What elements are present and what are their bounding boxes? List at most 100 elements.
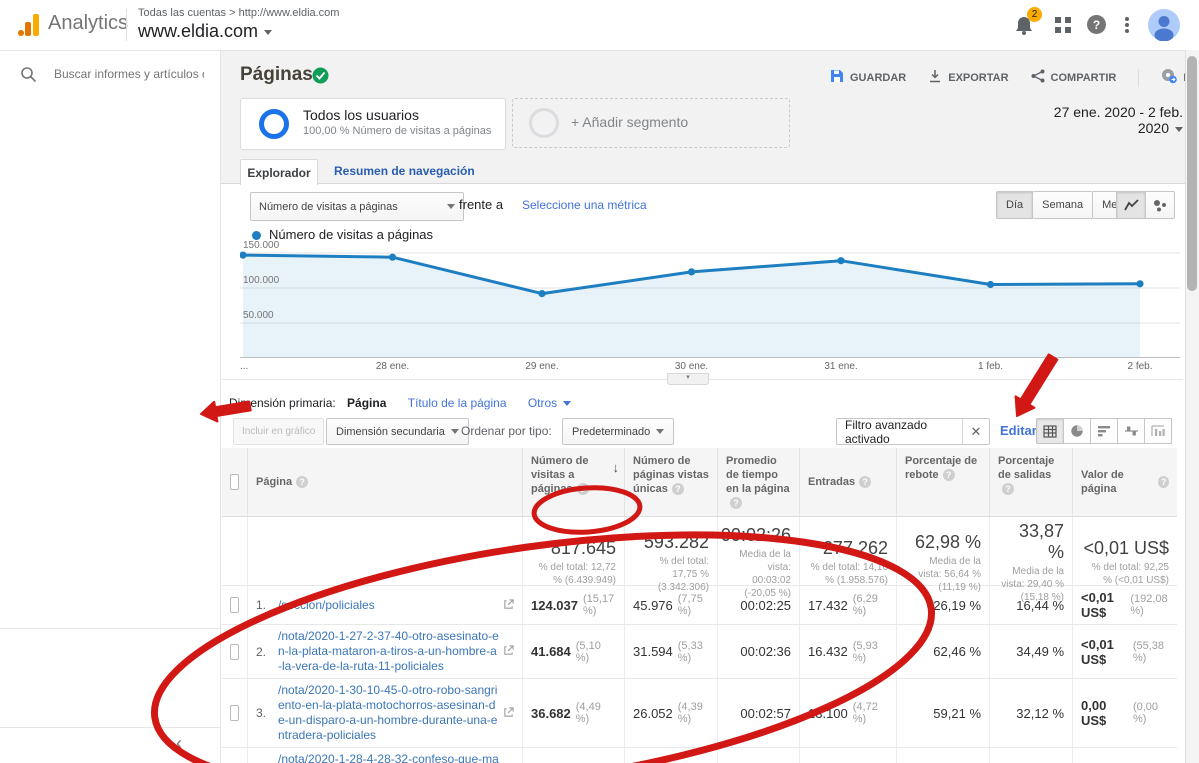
row-checkbox[interactable] (230, 597, 239, 613)
col-header-salidas[interactable]: Porcentaje de salidas? (990, 448, 1073, 516)
apps-grid-icon[interactable] (1054, 16, 1076, 38)
metric-selector-dropdown[interactable]: Número de visitas a páginas (250, 192, 464, 221)
breadcrumb: Todas las cuentas > http://www.eldia.com (138, 7, 340, 19)
help-circle-icon[interactable]: ? (671, 483, 684, 495)
col-header-entradas[interactable]: Entradas? (800, 448, 897, 516)
bounce-rate-cell: 62,46 % (897, 625, 990, 678)
avatar[interactable] (1148, 9, 1180, 46)
close-icon[interactable]: ✕ (962, 419, 989, 444)
sidebar-divider (0, 727, 220, 728)
compartir-button[interactable]: COMPARTIR (1031, 69, 1116, 86)
semana-button[interactable]: Semana (1033, 191, 1094, 219)
row-select-cell (222, 679, 248, 747)
col-header-time[interactable]: Promedio de tiempo en la página? (718, 448, 800, 516)
page-link[interactable]: /nota/2020-1-28-4-28-32-confeso-que-mato… (278, 752, 499, 763)
dia-button[interactable]: Día (996, 191, 1034, 219)
share-icon (1031, 69, 1045, 86)
col-header-pagina[interactable]: Página? (248, 448, 523, 516)
add-segment-radio-icon (529, 108, 559, 138)
col-header-unique[interactable]: Número de páginas vistas únicas? (625, 448, 718, 516)
cell-value: 124.037 (531, 597, 578, 613)
help-circle-icon[interactable]: ? (296, 476, 309, 488)
external-link-icon[interactable] (503, 598, 514, 613)
dimension-pagina[interactable]: Página (347, 396, 387, 410)
x-axis-tick-label: 31 ene. (824, 361, 858, 372)
page-link[interactable]: /nota/2020-1-27-2-37-40-otro-asesinato-e… (278, 629, 499, 673)
sidebar-divider (0, 628, 220, 629)
page-link[interactable]: /nota/2020-1-30-10-45-0-otro-robo-sangri… (278, 683, 498, 742)
performance-view-icon[interactable] (1091, 418, 1118, 444)
analytics-logo-icon[interactable] (16, 12, 42, 38)
row-checkbox[interactable] (230, 643, 239, 660)
external-link-icon[interactable] (503, 706, 514, 721)
dimension-secundaria-dropdown[interactable]: Dimensión secundaria (326, 418, 469, 445)
help-circle-icon[interactable]: ? (942, 469, 955, 481)
actions-divider (1138, 68, 1140, 87)
notifications-bell-icon[interactable] (1013, 14, 1035, 36)
chart-expander-button[interactable]: ▾ (667, 373, 709, 385)
help-circle-icon[interactable]: ? (859, 476, 872, 488)
line-chart-icon[interactable] (1116, 191, 1146, 219)
scrollbar-thumb[interactable] (1187, 56, 1197, 291)
guardar-button[interactable]: GUARDAR (830, 69, 906, 86)
exportar-button[interactable]: EXPORTAR (928, 69, 1009, 86)
chevron-down-icon (450, 429, 459, 434)
page-value-cell: <0,01 US$(86,61 %) (1073, 748, 1177, 763)
line-chart[interactable] (239, 246, 1180, 363)
table-header-row: Página? Número de visitas a páginas? ↓ Nú… (222, 448, 1177, 517)
page-value-cell: <0,01 US$ (192,08 %) (1073, 586, 1177, 624)
chart-y-axis: 50.000 100.000 150.000 (243, 240, 323, 358)
motion-chart-icon[interactable] (1146, 191, 1175, 219)
select-all-checkbox[interactable] (230, 474, 239, 490)
notifications-badge: 2 (1027, 7, 1042, 22)
row-select-cell (222, 748, 248, 763)
exit-rate-cell: 16,44 % (990, 586, 1073, 624)
granularity-buttons: Día Semana Mes (996, 191, 1133, 219)
pivot-view-icon[interactable] (1145, 418, 1172, 444)
chevron-down-icon (1175, 126, 1183, 132)
chevron-down-icon (447, 204, 455, 209)
entrances-cell: 13.100 (4,72 %) (800, 679, 897, 747)
external-link-icon[interactable] (503, 644, 514, 659)
help-circle-icon[interactable]: ? (576, 483, 589, 495)
col-header-pageviews[interactable]: Número de visitas a páginas? ↓ (523, 448, 625, 516)
editar-filter-link[interactable]: Editar (1000, 423, 1037, 438)
comparison-view-icon[interactable] (1118, 418, 1145, 444)
search-input[interactable] (52, 62, 206, 86)
segment-card[interactable]: Todos los usuarios 100,00 % Número de vi… (240, 98, 506, 150)
page-cell: 4./nota/2020-1-28-4-28-32-confeso-que-ma… (248, 748, 523, 763)
help-circle-icon[interactable]: ? (1158, 476, 1169, 488)
percentage-view-icon[interactable] (1064, 418, 1091, 444)
help-circle-icon[interactable]: ? (730, 497, 742, 509)
row-checkbox[interactable] (230, 705, 239, 721)
avg-time-cell: 00:02:25 (718, 586, 800, 624)
pageviews-cell: 26.889(3,29 %) (523, 748, 625, 763)
help-circle-icon[interactable]: ? (1002, 483, 1014, 495)
help-icon[interactable]: ? (1086, 14, 1108, 36)
exit-rate-cell: 34,49 % (990, 625, 1073, 678)
dimension-otros-link[interactable]: Otros (528, 396, 572, 410)
add-segment-card[interactable]: + Añadir segmento (512, 98, 790, 148)
ordenar-tipo-dropdown[interactable]: Predeterminado (562, 418, 675, 445)
dimension-titulo-link[interactable]: Título de la página (407, 396, 507, 410)
save-icon (830, 69, 844, 86)
cell-percent: (4,72 %) (852, 701, 878, 725)
col-header-valor[interactable]: Valor de página? (1073, 448, 1177, 516)
cell-value: 45.976 (633, 597, 673, 613)
sidebar (0, 50, 221, 763)
exit-rate-cell: 36,11 % (990, 748, 1073, 763)
incluir-grafico-button[interactable]: Incluir en gráfico (233, 418, 325, 445)
select-metric-link[interactable]: Seleccione una métrica (522, 198, 647, 212)
data-table-view-icon[interactable] (1036, 418, 1064, 444)
date-range-selector[interactable]: 27 ene. 2020 - 2 feb. 2020 (1053, 104, 1183, 136)
unique-pageviews-cell: 26.052 (4,39 %) (625, 679, 718, 747)
tab-explorador[interactable]: Explorador (240, 159, 318, 185)
page-link[interactable]: /seccion/policiales (278, 597, 375, 612)
tab-resumen-navegacion[interactable]: Resumen de navegación (334, 164, 475, 178)
more-options-icon[interactable] (1124, 14, 1146, 36)
col-header-rebote[interactable]: Porcentaje de rebote? (897, 448, 990, 516)
account-selector[interactable]: www.eldia.com (138, 21, 273, 42)
sidebar-collapse-button[interactable]: ‹ (176, 733, 182, 753)
cell-value: 13.100 (808, 705, 848, 721)
advanced-filter-label: Filtro avanzado activado (845, 417, 928, 446)
